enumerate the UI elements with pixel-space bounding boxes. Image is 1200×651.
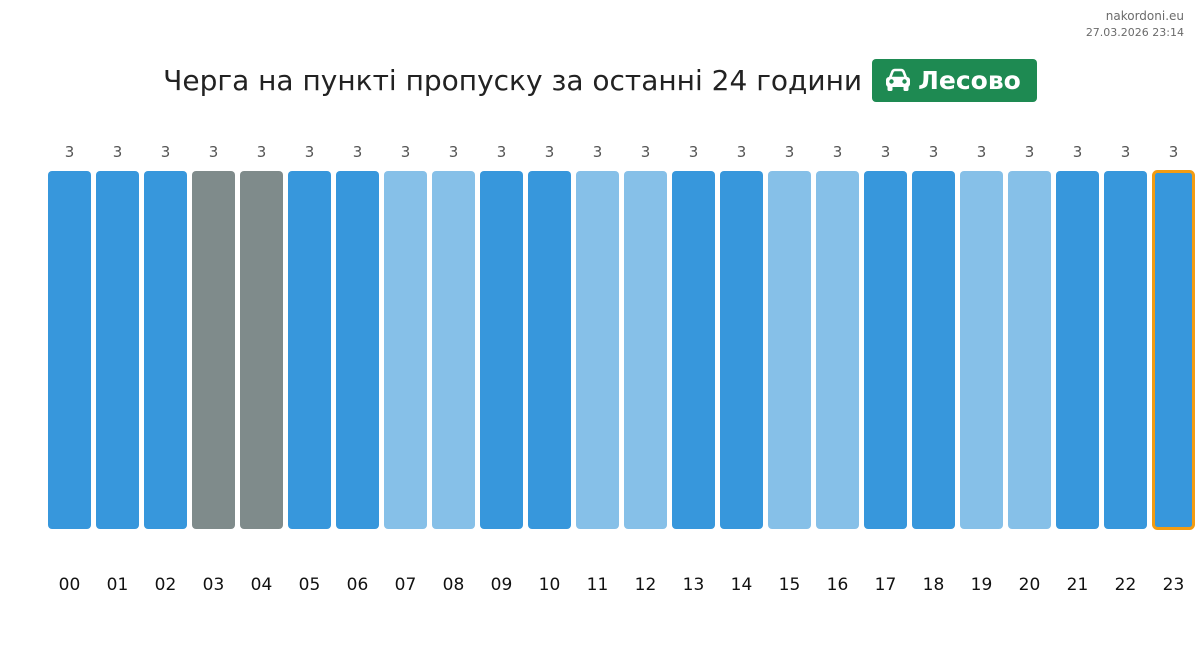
bar-21: [1056, 171, 1099, 529]
hour-label-20: 20: [1019, 575, 1041, 595]
hour-label-04: 04: [251, 575, 273, 595]
bar-14: [720, 171, 763, 529]
value-label-11: 3: [593, 143, 603, 161]
value-label-09: 3: [497, 143, 507, 161]
page-title: Черга на пункті пропуску за останні 24 г…: [163, 63, 863, 97]
value-label-03: 3: [209, 143, 219, 161]
hour-label-10: 10: [539, 575, 561, 595]
hour-label-11: 11: [587, 575, 609, 595]
bar-22: [1104, 171, 1147, 529]
hour-label-03: 03: [203, 575, 225, 595]
hour-label-08: 08: [443, 575, 465, 595]
value-label-10: 3: [545, 143, 555, 161]
hour-label-22: 22: [1115, 575, 1137, 595]
value-label-01: 3: [113, 143, 123, 161]
bar-08: [432, 171, 475, 529]
hour-label-15: 15: [779, 575, 801, 595]
value-label-07: 3: [401, 143, 411, 161]
bar-09: [480, 171, 523, 529]
bar-10: [528, 171, 571, 529]
value-label-13: 3: [689, 143, 699, 161]
hour-label-21: 21: [1067, 575, 1089, 595]
bar-06: [336, 171, 379, 529]
value-label-23: 3: [1169, 143, 1179, 161]
bar-20: [1008, 171, 1051, 529]
hour-label-19: 19: [971, 575, 993, 595]
value-label-16: 3: [833, 143, 843, 161]
value-label-14: 3: [737, 143, 747, 161]
bar-04: [240, 171, 283, 529]
hour-label-17: 17: [875, 575, 897, 595]
value-label-12: 3: [641, 143, 651, 161]
value-label-05: 3: [305, 143, 315, 161]
hour-label-18: 18: [923, 575, 945, 595]
car-icon: [884, 68, 912, 92]
bar-05: [288, 171, 331, 529]
value-label-18: 3: [929, 143, 939, 161]
checkpoint-name: Лесово: [918, 65, 1021, 95]
bar-03: [192, 171, 235, 529]
bar-17: [864, 171, 907, 529]
value-label-21: 3: [1073, 143, 1083, 161]
timestamp: 27.03.2026 23:14: [1085, 26, 1184, 39]
checkpoint-badge: Лесово: [872, 58, 1037, 102]
bar-13: [672, 171, 715, 529]
bar-23: [1152, 170, 1195, 530]
bar-00: [48, 171, 91, 529]
value-label-20: 3: [1025, 143, 1035, 161]
bar-19: [960, 171, 1003, 529]
value-label-04: 3: [257, 143, 267, 161]
hour-label-23: 23: [1163, 575, 1185, 595]
bar-01: [96, 171, 139, 529]
bar-16: [816, 171, 859, 529]
hour-label-01: 01: [107, 575, 129, 595]
bar-02: [144, 171, 187, 529]
value-label-19: 3: [977, 143, 987, 161]
hour-label-12: 12: [635, 575, 657, 595]
hour-label-14: 14: [731, 575, 753, 595]
site-name: nakordoni.eu: [1105, 9, 1184, 23]
bar-11: [576, 171, 619, 529]
hour-label-05: 05: [299, 575, 321, 595]
value-label-06: 3: [353, 143, 363, 161]
hour-label-13: 13: [683, 575, 705, 595]
value-label-02: 3: [161, 143, 171, 161]
value-label-15: 3: [785, 143, 795, 161]
bar-18: [912, 171, 955, 529]
hour-label-02: 02: [155, 575, 177, 595]
hour-label-09: 09: [491, 575, 513, 595]
hour-label-00: 00: [59, 575, 81, 595]
value-label-17: 3: [881, 143, 891, 161]
hour-label-16: 16: [827, 575, 849, 595]
bar-12: [624, 171, 667, 529]
bar-07: [384, 171, 427, 529]
hour-label-06: 06: [347, 575, 369, 595]
value-label-00: 3: [65, 143, 75, 161]
title-row: Черга на пункті пропуску за останні 24 г…: [0, 58, 1200, 102]
bar-15: [768, 171, 811, 529]
hour-label-07: 07: [395, 575, 417, 595]
value-label-08: 3: [449, 143, 459, 161]
value-label-22: 3: [1121, 143, 1131, 161]
